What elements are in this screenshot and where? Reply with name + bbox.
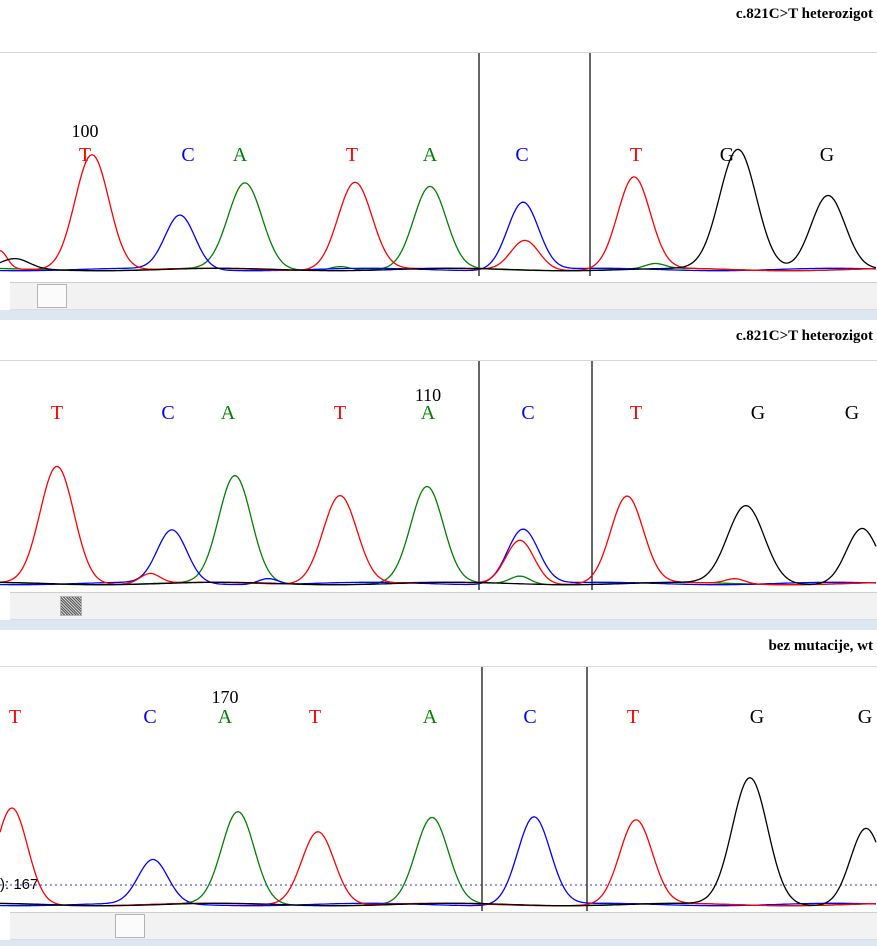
panel-1-scrollbar[interactable] <box>10 282 877 310</box>
panel-2-scrollbar[interactable] <box>10 592 877 620</box>
trace-G <box>0 148 877 272</box>
chromatogram-trace-2: T C A T A C T G G 110 <box>0 361 877 590</box>
panel-2-scroll-thumb[interactable] <box>60 596 82 616</box>
panel-1-title: c.821C>T heterozigot <box>735 6 873 22</box>
base-call: T <box>630 402 642 424</box>
base-call: C <box>515 144 528 166</box>
panel-3-scroll-thumb[interactable] <box>115 914 145 938</box>
chromatogram-trace-3: ): 167 T C A T A C T G G 170 <box>0 667 877 911</box>
base-call: T <box>346 144 358 166</box>
base-call: A <box>423 706 438 728</box>
position-number: 170 <box>212 687 239 707</box>
trace-G <box>0 777 877 907</box>
trace-T <box>0 465 876 586</box>
base-call: G <box>751 402 765 424</box>
base-call: G <box>750 706 764 728</box>
base-call: C <box>161 402 174 424</box>
trace-C <box>0 528 877 586</box>
panel-divider <box>0 940 877 946</box>
base-call: A <box>233 144 248 166</box>
trace-A <box>0 475 877 586</box>
base-call: C <box>523 706 536 728</box>
trace-C <box>0 816 877 907</box>
base-call: A <box>423 144 438 166</box>
chromatogram-panel-1[interactable]: T C A T A C T G G 100 <box>0 52 877 283</box>
trace-A <box>0 810 877 907</box>
trace-C <box>0 201 877 272</box>
panel-3-title: bez mutacije, wt <box>768 638 873 654</box>
base-call: C <box>143 706 156 728</box>
chromatogram-panel-2[interactable]: T C A T A C T G G 110 <box>0 360 877 591</box>
base-call: G <box>720 144 734 166</box>
trace-A <box>0 182 877 272</box>
base-call: C <box>181 144 194 166</box>
base-call: T <box>334 402 346 424</box>
base-call: T <box>627 706 639 728</box>
panel-3-scrollbar[interactable] <box>10 912 877 940</box>
base-call: C <box>521 402 534 424</box>
cursor-label: ): 167 <box>0 876 38 893</box>
base-call: T <box>79 144 91 166</box>
base-call: G <box>820 144 834 166</box>
panel-1-scroll-thumb[interactable] <box>37 284 67 308</box>
base-call: T <box>309 706 321 728</box>
base-call: G <box>858 706 872 728</box>
panel-divider <box>0 310 877 320</box>
base-call: T <box>9 706 21 728</box>
chromatogram-trace-1: T C A T A C T G G 100 <box>0 53 877 276</box>
base-call: A <box>221 402 236 424</box>
position-number: 100 <box>72 121 99 141</box>
panel-divider <box>0 620 877 630</box>
base-call: A <box>218 706 233 728</box>
panel-2-title: c.821C>T heterozigot <box>735 328 873 344</box>
position-number: 110 <box>415 385 441 405</box>
base-call: T <box>51 402 63 424</box>
trace-T <box>0 153 876 272</box>
base-call: G <box>845 402 859 424</box>
base-call: T <box>630 144 642 166</box>
base-call: A <box>421 402 436 424</box>
trace-G <box>0 504 877 586</box>
chromatogram-panel-3[interactable]: ): 167 T C A T A C T G G 170 <box>0 666 877 911</box>
